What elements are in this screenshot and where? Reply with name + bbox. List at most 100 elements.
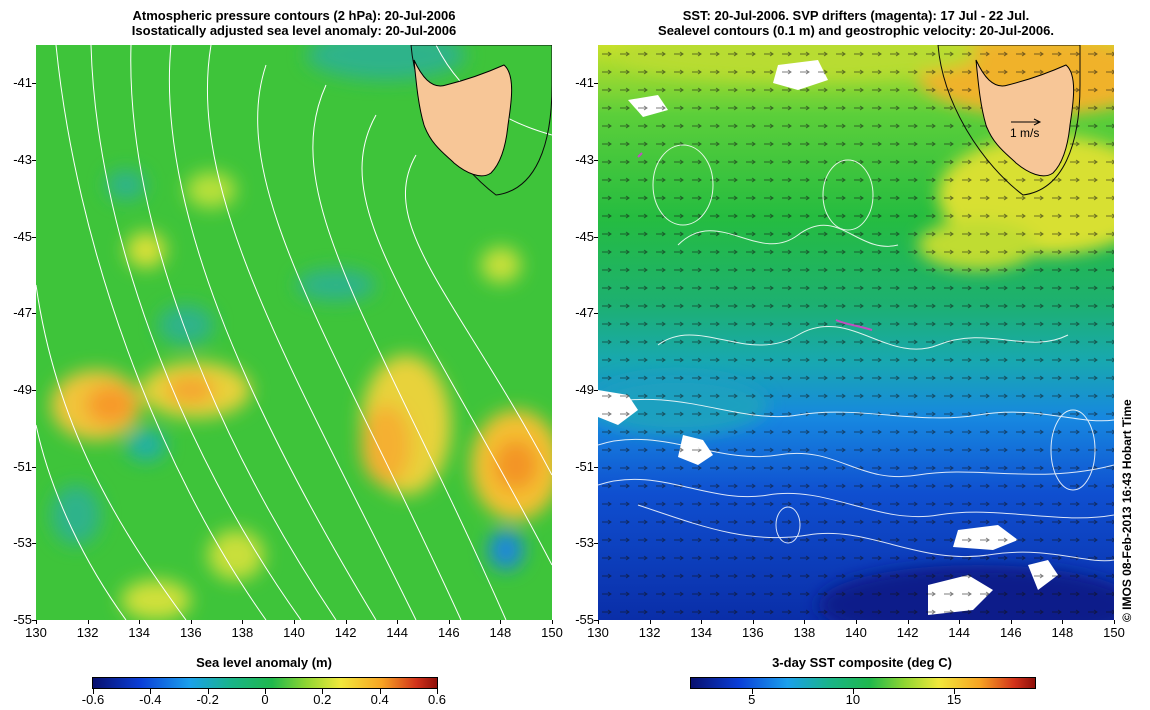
right-lon-tick-label: 140 <box>845 625 867 640</box>
right-lat-tick-mark <box>594 390 598 391</box>
left-lat-tick-mark <box>32 236 36 238</box>
sla-colorbar-tick-mark <box>150 689 152 694</box>
right-lon-tick-mark <box>804 620 806 624</box>
left-panel-title: Atmospheric pressure contours (2 hPa): 2… <box>36 8 552 38</box>
left-lat-tick-mark <box>32 313 36 315</box>
left-lat-tick-label: -53 <box>13 535 32 551</box>
right-lat-tick-label: -43 <box>575 152 594 167</box>
right-lat-tick-label: -55 <box>575 612 594 627</box>
sla-map-graphic <box>36 45 552 620</box>
svp-drifter-track <box>637 152 643 158</box>
tasmania-land <box>975 59 1075 177</box>
svp-drifter-track <box>835 319 873 331</box>
sla-colorbar-tick-mark <box>437 689 438 694</box>
left-lat-tick-label: -47 <box>13 305 32 321</box>
left-lat-tick-mark <box>32 160 36 161</box>
right-lon-tick-label: 144 <box>948 625 971 640</box>
sla-colorbar-tick-mark <box>93 689 94 694</box>
right-lon-tick-label: 136 <box>741 625 764 640</box>
right-lon-tick-mark <box>701 620 703 624</box>
right-title-line1: SST: 20-Jul-2006. SVP drifters (magenta)… <box>682 8 1030 23</box>
sla-colorbar-tick-label: 0 <box>261 692 269 707</box>
left-lat-tick-mark <box>32 83 36 85</box>
left-title-line1: Atmospheric pressure contours (2 hPa): 2… <box>132 8 456 23</box>
left-title-line2: Isostatically adjusted sea level anomaly… <box>131 23 457 38</box>
left-lon-tick-mark <box>397 620 399 624</box>
tasmania-land <box>413 59 513 177</box>
sst-colorbar <box>690 677 1036 689</box>
right-lat-tick-mark <box>594 466 598 468</box>
right-lat-tick-mark <box>594 620 598 621</box>
left-lat-tick-mark <box>32 390 36 391</box>
left-lon-tick-label: 138 <box>231 625 254 640</box>
velocity-scale-arrow <box>1011 118 1042 126</box>
left-lon-tick-mark <box>552 620 553 624</box>
sla-colorbar <box>92 677 438 689</box>
left-lon-tick-mark <box>500 620 502 624</box>
right-lon-tick-mark <box>1062 620 1064 624</box>
left-lat-tick-label: -51 <box>13 458 32 474</box>
sst-colorbar-tick-mark <box>852 689 854 694</box>
left-lon-tick-mark <box>139 620 141 624</box>
sla-colorbar-tick-label: -0.6 <box>81 692 105 707</box>
right-lon-tick-label: 132 <box>638 625 661 640</box>
right-lat-tick-label: -45 <box>575 228 594 244</box>
sst-colorbar-tick-mark <box>954 689 956 694</box>
right-lon-tick-label: 134 <box>690 625 713 640</box>
right-lon-tick-mark <box>1114 620 1115 624</box>
sla-colorbar-tick-mark <box>265 689 266 694</box>
right-panel-title: SST: 20-Jul-2006. SVP drifters (magenta)… <box>598 8 1114 38</box>
left-lon-tick-label: 142 <box>334 625 357 640</box>
sla-colorbar-tick-label: -0.4 <box>139 692 162 707</box>
sst-colorbar-tick-mark <box>751 689 753 694</box>
right-lat-tick-label: -51 <box>575 458 594 474</box>
sst-colorbar-tick-label: 10 <box>845 692 861 707</box>
right-lat-tick-label: -53 <box>575 535 594 551</box>
left-lon-tick-mark <box>448 620 450 624</box>
right-lat-tick-label: -49 <box>575 382 594 397</box>
copyright-notice: © IMOS 08-Feb-2013 16:43 Hobart Time <box>1120 399 1134 622</box>
right-lon-tick-mark <box>959 620 961 624</box>
right-lon-tick-label: 130 <box>587 625 609 640</box>
sla-colorbar-tick-mark <box>207 689 209 694</box>
right-lat-tick-mark <box>594 313 598 315</box>
left-lon-tick-mark <box>242 620 244 624</box>
left-lon-tick-label: 146 <box>437 625 460 640</box>
right-lon-tick-mark <box>598 620 599 624</box>
left-lat-tick-mark <box>32 466 36 468</box>
right-lon-tick-label: 150 <box>1103 625 1125 640</box>
sst-colorbar-tick-label: 15 <box>946 692 962 707</box>
left-lat-tick-label: -49 <box>13 382 32 397</box>
left-lat-tick-label: -45 <box>13 228 32 244</box>
right-lat-tick-mark <box>594 236 598 238</box>
left-lon-tick-label: 150 <box>541 625 563 640</box>
pressure-contours <box>36 45 552 620</box>
right-lon-tick-mark <box>649 620 651 624</box>
sst-map[interactable]: 1 m/s <box>598 45 1114 620</box>
sea-level-anomaly-map[interactable] <box>36 45 552 620</box>
sla-colorbar-tick-label: 0.4 <box>370 692 389 707</box>
right-lon-tick-label: 148 <box>1051 625 1074 640</box>
left-lon-tick-mark <box>345 620 347 624</box>
left-lon-tick-label: 144 <box>386 625 409 640</box>
shelf-contour <box>937 45 1081 196</box>
left-lat-tick-mark <box>32 543 36 545</box>
sst-colorbar-tick-label: 5 <box>748 692 756 707</box>
right-lat-tick-mark <box>594 160 598 161</box>
left-lon-tick-mark <box>36 620 37 624</box>
sla-colorbar-tick-label: -0.2 <box>196 692 219 707</box>
right-lon-tick-label: 142 <box>896 625 919 640</box>
velocity-scale-label: 1 m/s <box>1010 126 1039 140</box>
sla-colorbar-title: Sea level anomaly (m) <box>196 655 332 670</box>
sla-colorbar-tick-mark <box>322 689 324 694</box>
right-lon-tick-mark <box>856 620 857 624</box>
left-lon-tick-mark <box>294 620 295 624</box>
sst-colorbar-title: 3-day SST composite (deg C) <box>772 655 952 670</box>
left-lon-tick-mark <box>87 620 89 624</box>
left-lat-tick-label: -55 <box>13 612 32 627</box>
right-lat-tick-label: -41 <box>575 75 594 91</box>
left-lon-tick-label: 148 <box>489 625 512 640</box>
left-lat-tick-mark <box>32 620 36 621</box>
right-lon-tick-mark <box>1010 620 1012 624</box>
right-lat-tick-label: -47 <box>575 305 594 321</box>
